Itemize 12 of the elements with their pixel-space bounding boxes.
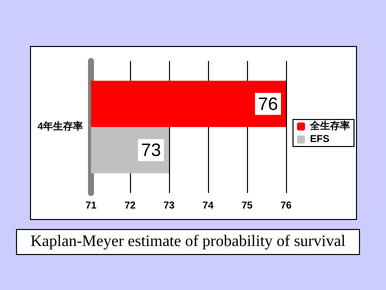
data-label: 73	[140, 140, 161, 160]
text: Kaplan-Meyer estimate of probability of survival	[16, 229, 360, 255]
x-tick-label: 75	[241, 200, 253, 212]
x-tick-label: 71	[85, 200, 97, 212]
x-tick-label: 72	[124, 200, 136, 212]
data-label: 76	[258, 94, 278, 114]
x-tick-label: 73	[163, 200, 175, 212]
x-tick-label: 74	[202, 200, 214, 212]
legend-label: 全生存率	[309, 120, 350, 132]
y-tick-label: 4年生存率	[37, 120, 83, 132]
x-tick-label: 76	[280, 200, 292, 212]
legend-label: EFS	[310, 134, 330, 145]
